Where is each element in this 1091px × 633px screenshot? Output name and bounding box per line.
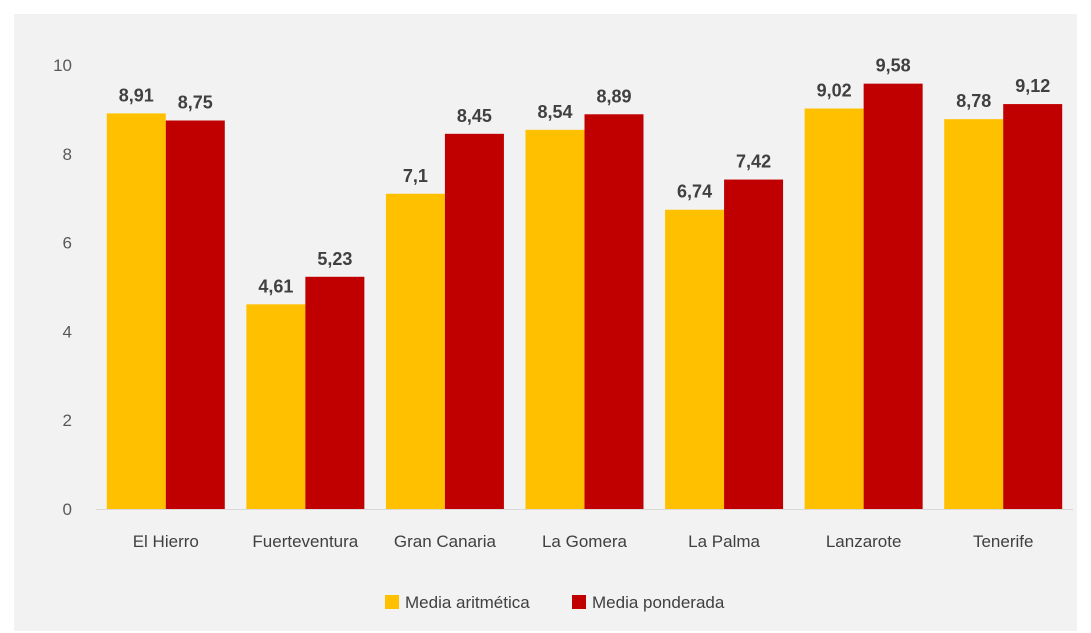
data-label: 7,42 xyxy=(736,152,771,172)
bars xyxy=(106,83,1063,510)
bar xyxy=(724,179,784,509)
data-label: 7,1 xyxy=(403,166,428,186)
bar xyxy=(804,108,864,510)
x-axis: El Hierro Fuerteventura Gran Canaria La Gom… xyxy=(133,532,1034,551)
legend-swatch xyxy=(572,595,586,609)
y-tick-label: 8 xyxy=(63,145,72,164)
legend: Media aritmética Media ponderada xyxy=(385,593,725,612)
legend-label: Media aritmética xyxy=(405,593,530,612)
bar xyxy=(385,193,445,509)
bar xyxy=(165,120,225,509)
y-tick-label: 10 xyxy=(53,56,72,75)
x-tick-label: Fuerteventura xyxy=(252,532,358,551)
data-label: 8,78 xyxy=(956,91,991,111)
data-label: 9,58 xyxy=(876,56,911,76)
x-tick-label: El Hierro xyxy=(133,532,199,551)
data-label: 8,91 xyxy=(119,85,154,105)
legend-label: Media ponderada xyxy=(592,593,725,612)
bar xyxy=(863,83,923,509)
legend-swatch xyxy=(385,595,399,609)
bar xyxy=(305,276,365,509)
bar xyxy=(444,133,504,509)
data-label: 4,61 xyxy=(258,276,293,296)
bar xyxy=(525,129,585,509)
x-tick-label: La Gomera xyxy=(542,532,628,551)
data-label: 6,74 xyxy=(677,182,712,202)
y-tick-label: 6 xyxy=(63,234,72,253)
bar xyxy=(665,209,725,509)
y-axis: 0 2 4 6 8 10 xyxy=(53,56,72,519)
bar xyxy=(106,113,166,510)
y-tick-label: 4 xyxy=(63,322,72,341)
bar xyxy=(246,304,306,509)
data-label: 8,89 xyxy=(596,86,631,106)
data-label: 9,12 xyxy=(1015,76,1050,96)
bar xyxy=(584,114,644,509)
x-tick-label: Tenerife xyxy=(973,532,1033,551)
y-tick-label: 2 xyxy=(63,411,72,430)
data-labels: 8,91 8,75 4,61 5,23 7,1 8,45 8,54 8,89 6,74 7,42 9… xyxy=(119,56,1050,297)
bar xyxy=(944,119,1004,509)
y-tick-label: 0 xyxy=(63,500,72,519)
data-label: 8,54 xyxy=(537,102,572,122)
x-tick-label: Gran Canaria xyxy=(394,532,497,551)
data-label: 8,45 xyxy=(457,106,492,126)
x-tick-label: Lanzarote xyxy=(826,532,902,551)
data-label: 9,02 xyxy=(817,81,852,101)
data-label: 8,75 xyxy=(178,93,213,113)
x-tick-label: La Palma xyxy=(688,532,760,551)
data-label: 5,23 xyxy=(317,249,352,269)
bar xyxy=(1003,104,1063,510)
